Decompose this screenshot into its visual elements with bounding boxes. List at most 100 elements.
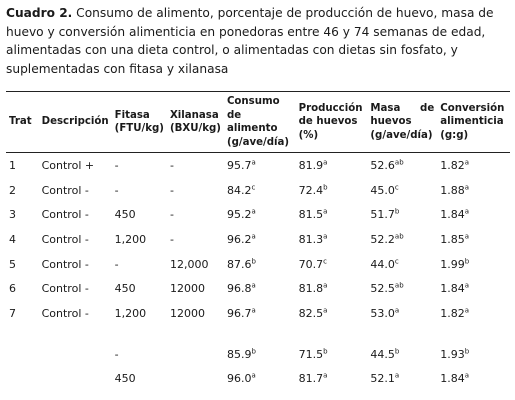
cell-consumo: 95.2a	[224, 202, 296, 227]
cell-fitasa: 1,200	[112, 227, 167, 252]
cell-xilanasa-value: 12,000	[169, 257, 209, 271]
cell-masa: 51.7b	[367, 202, 437, 227]
cell-conversion-value: 1.93	[440, 347, 465, 361]
cell-descripcion: Control +	[39, 153, 112, 178]
cell-consumo: 95.7a	[224, 153, 296, 178]
cell-trat: 4	[6, 227, 39, 252]
cell-trat-value: 6	[9, 282, 16, 296]
cell-descripcion: Control -	[39, 178, 112, 203]
cell-consumo: 96.2a	[224, 227, 296, 252]
cell-descripcion: Control -	[39, 252, 112, 277]
cell-fitasa: -	[112, 342, 167, 367]
cell-produccion-value: 81.7	[298, 372, 324, 386]
cell-xilanasa: 12,000	[167, 252, 224, 277]
cell-descripcion: Control -	[39, 301, 112, 326]
table-row: 3 Control -450-95.2a 81.5a 51.7b 1.84a	[6, 202, 510, 227]
cell-conversion: 1.84a	[437, 367, 510, 392]
header-masa: Masa de huevos (g/ave/día)	[367, 91, 438, 153]
cell-consumo-value: 87.6	[226, 257, 252, 271]
cell-xilanasa: 12000	[167, 301, 224, 326]
significance-letter: a	[323, 306, 328, 315]
spacer-cell	[6, 326, 510, 342]
cell-consumo: 87.6b	[224, 252, 296, 277]
cell-conversion-value: 1.84	[440, 282, 465, 296]
table-row: 6 Control -450 12000 96.8a 81.8a 52.5ab 1.84a	[6, 276, 510, 301]
significance-letter: b	[251, 256, 256, 265]
cell-consumo-value: 95.7	[226, 158, 252, 172]
cell-masa: 52.1a	[367, 367, 437, 392]
cell-trat-value: 5	[9, 257, 16, 271]
cell-produccion-value: 70.7	[298, 257, 324, 271]
cell-descripcion-value: Control -	[41, 183, 89, 197]
cell-produccion: 81.8a	[296, 276, 368, 301]
cell-trat-value: 4	[9, 232, 16, 246]
cell-produccion: 71.5b	[296, 342, 368, 367]
cell-xilanasa-value: -	[169, 208, 174, 222]
cell-fitasa: 450	[112, 202, 167, 227]
table-row: 7 Control -1,200 12000 96.7a 82.5a 53.0a 1.82a	[6, 301, 510, 326]
cell-masa-value: 53.0	[370, 306, 395, 320]
cell-fitasa: 1,200	[112, 301, 167, 326]
significance-letter: a	[464, 281, 470, 290]
cell-conversion: 1.93b	[437, 342, 510, 367]
cell-fitasa-value: 450	[114, 208, 136, 222]
significance-letter: b	[464, 347, 470, 355]
cell-xilanasa: 12000	[167, 276, 224, 301]
cell-trat: 1	[6, 153, 39, 178]
cell-trat-value: 1	[9, 158, 16, 172]
cell-fitasa: -	[112, 178, 167, 203]
cell-descripcion-value: Control -	[41, 232, 89, 246]
significance-letter: a	[323, 281, 328, 290]
cell-xilanasa: -	[167, 153, 224, 178]
cell-conversion: 1.82a	[437, 301, 510, 326]
cell-trat: 5	[6, 252, 39, 277]
cell-produccion-value: 82.5	[298, 306, 324, 320]
cell-produccion-value: 81.9	[298, 158, 324, 172]
cell-conversion: 1.84a	[437, 276, 510, 301]
significance-letter: a	[464, 306, 470, 315]
cell-fitasa-value: -	[114, 183, 119, 197]
cell-masa: 44.5b	[367, 342, 437, 367]
cell-conversion: 1.88a	[437, 178, 510, 203]
cell-masa-value: 44.0	[370, 257, 395, 271]
significance-letter: c	[394, 256, 399, 265]
cell-masa: 53.0a	[367, 301, 437, 326]
cell-fitasa: -	[112, 153, 167, 178]
cell-fitasa-value: 450	[114, 372, 136, 386]
cell-xilanasa	[167, 367, 224, 392]
cell-consumo: 96.7a	[224, 301, 296, 326]
table-row: 4 Control -1,200-96.2a 81.3a 52.2ab 1.85a	[6, 227, 510, 252]
significance-letter: a	[251, 207, 256, 216]
cell-conversion-value: 1.82	[440, 306, 465, 320]
cell-masa-value: 52.5	[370, 282, 395, 296]
cell-produccion: 72.4b	[296, 178, 368, 203]
cell-descripcion	[39, 367, 112, 392]
significance-letter: a	[464, 182, 470, 191]
cell-masa: 52.5ab	[367, 276, 437, 301]
header-xilanasa: Xilanasa (BXU/kg)	[166, 91, 224, 153]
significance-letter: b	[323, 182, 328, 191]
cell-conversion-value: 1.82	[440, 158, 465, 172]
cell-trat: 6	[6, 276, 39, 301]
significance-letter: a	[464, 371, 470, 380]
cell-conversion: 1.85a	[437, 227, 510, 252]
cell-consumo: 96.0a	[224, 367, 296, 392]
cell-descripcion-value: Control -	[41, 208, 89, 222]
cell-fitasa-value: -	[114, 257, 119, 271]
significance-letter: a	[323, 158, 328, 167]
table-body: 1 Control + - -95.7a 81.9a 52.6ab 1.82a 2 Contro…	[6, 153, 510, 392]
significance-letter: a	[394, 371, 400, 380]
significance-letter: a	[323, 371, 328, 380]
cell-consumo-value: 96.8	[226, 282, 252, 296]
cell-masa-value: 52.2	[370, 232, 395, 246]
cell-produccion-value: 71.5	[298, 347, 324, 361]
cell-produccion-value: 81.8	[298, 282, 324, 296]
cell-trat-value: 3	[9, 208, 16, 222]
cell-trat: 7	[6, 301, 39, 326]
cell-masa-value: 52.6	[370, 158, 395, 172]
cell-fitasa: 450	[112, 367, 167, 392]
cell-conversion: 1.82a	[437, 153, 510, 178]
cell-masa: 45.0c	[367, 178, 437, 203]
cell-xilanasa: -	[167, 178, 224, 203]
significance-letter: a	[323, 232, 328, 241]
